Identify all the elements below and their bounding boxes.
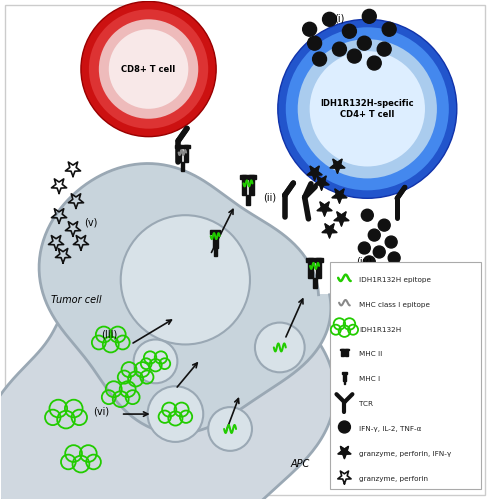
Bar [316,258,321,278]
Bar [343,374,346,381]
Text: Tumor cell: Tumor cell [50,294,101,304]
Bar [214,248,217,256]
Circle shape [377,42,391,56]
Polygon shape [307,166,322,180]
Bar [242,176,246,196]
Text: IFN-γ, IL-2, TNF-α: IFN-γ, IL-2, TNF-α [359,426,422,432]
Circle shape [388,252,400,264]
Circle shape [208,407,252,451]
Polygon shape [330,159,345,174]
Circle shape [382,22,396,36]
Circle shape [81,2,216,136]
Bar [342,372,347,374]
Circle shape [303,22,317,36]
Bar [308,258,313,278]
Circle shape [134,340,177,383]
Text: MHC I: MHC I [359,376,380,382]
Bar [249,176,254,196]
Circle shape [368,229,380,241]
Bar [175,144,190,148]
Bar [210,230,220,234]
Circle shape [147,386,203,442]
Polygon shape [39,164,331,434]
Circle shape [99,20,198,118]
Circle shape [373,246,385,258]
Text: (vi): (vi) [93,406,109,416]
Text: (ii): (ii) [263,192,276,202]
Bar [313,278,317,288]
Bar [343,381,345,384]
Polygon shape [332,189,347,204]
Text: IDH1R132H: IDH1R132H [359,326,402,332]
Text: IDH1R132H epitope: IDH1R132H epitope [359,277,431,283]
Circle shape [286,28,449,190]
Circle shape [378,219,390,231]
Circle shape [361,209,373,221]
Text: granzyme, perforin: granzyme, perforin [359,476,428,482]
Circle shape [333,42,346,56]
Text: MHC II: MHC II [359,352,383,358]
Text: MHC class I epitope: MHC class I epitope [359,302,430,308]
Text: IDH1R132H-specific
CD4+ T cell: IDH1R132H-specific CD4+ T cell [320,99,414,118]
Bar [306,258,323,262]
Text: (iv): (iv) [356,257,372,267]
Circle shape [368,56,381,70]
Bar [246,196,250,205]
Circle shape [357,36,371,50]
Bar [240,176,256,180]
Circle shape [347,49,361,63]
Circle shape [363,256,375,268]
Polygon shape [338,446,351,459]
Bar [176,144,181,162]
Circle shape [308,36,321,50]
Polygon shape [314,176,329,190]
Polygon shape [334,212,349,226]
Circle shape [385,236,397,248]
Circle shape [109,30,188,109]
Text: TCR: TCR [359,401,373,407]
Bar [329,262,481,488]
Circle shape [298,39,437,178]
Circle shape [362,10,376,24]
Bar [340,348,349,350]
Circle shape [121,215,250,344]
Text: APC: APC [290,459,309,469]
Polygon shape [317,202,332,216]
Polygon shape [0,254,335,500]
Text: (v): (v) [84,217,98,227]
Circle shape [89,10,208,128]
Circle shape [322,12,337,26]
Text: CD8+ T cell: CD8+ T cell [122,64,176,74]
Polygon shape [322,224,337,238]
Bar [341,348,343,356]
Circle shape [278,20,457,199]
Circle shape [313,52,326,66]
Bar [345,348,348,356]
Bar [184,144,188,162]
Circle shape [343,24,356,38]
Bar [181,162,184,172]
Text: granzyme, perforin, IFN-γ: granzyme, perforin, IFN-γ [359,451,452,457]
Text: (i): (i) [334,14,344,24]
Circle shape [310,51,425,166]
Circle shape [339,421,350,433]
Bar [213,232,218,248]
Circle shape [255,322,305,372]
Circle shape [358,242,370,254]
Text: (III): (III) [100,330,117,340]
